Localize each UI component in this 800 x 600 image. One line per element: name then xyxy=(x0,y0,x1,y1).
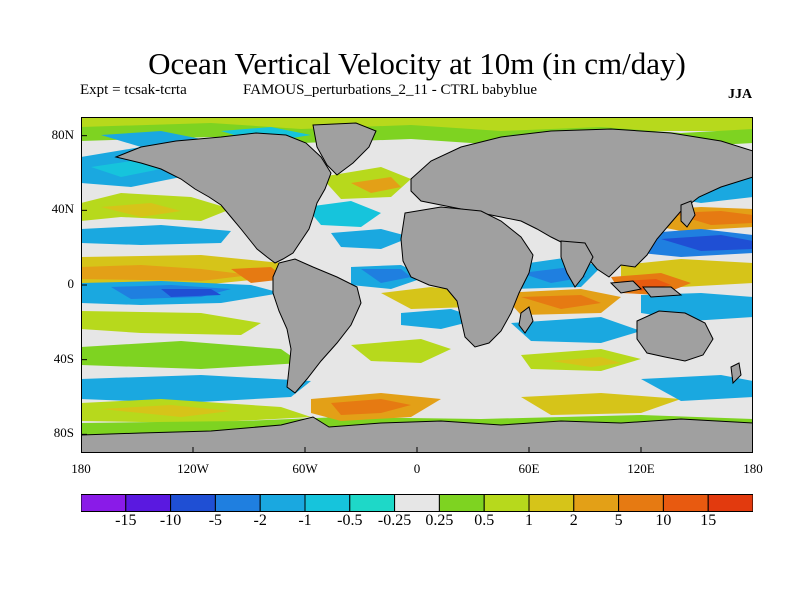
colorbar-box xyxy=(528,494,575,512)
lat-tick-label: 40N xyxy=(51,201,74,217)
colorbar-tick-label: 2 xyxy=(569,512,578,529)
lat-tick-label: 40S xyxy=(53,350,74,366)
colorbar-box xyxy=(214,494,261,512)
lon-tick-label: 0 xyxy=(413,461,421,476)
colorbar-tick-label: -15 xyxy=(115,512,137,529)
map-plot xyxy=(81,117,753,453)
colorbar-box xyxy=(170,494,216,512)
landmass-south-america xyxy=(272,258,362,394)
colorbar-tick-label: -10 xyxy=(159,512,182,529)
lon-tick-label: 180 xyxy=(71,461,91,476)
landmass-antarctica xyxy=(81,416,753,453)
landmass-africa xyxy=(400,206,534,348)
colorbar-box xyxy=(618,494,664,512)
colorbar-tick-label: -1 xyxy=(298,512,312,529)
lon-tick-label: 60W xyxy=(292,461,318,476)
colorbar-tick-label: 0.25 xyxy=(425,512,454,529)
lon-tick-label: 180 xyxy=(743,461,763,476)
landmass-greenland xyxy=(312,122,377,176)
lon-tick-label: 60E xyxy=(518,461,540,476)
colorbar-tick-label: 10 xyxy=(655,512,672,529)
colorbar-box xyxy=(573,494,620,512)
landmass-indonesia xyxy=(609,280,683,298)
experiment-label: Expt = tcsak-tcrta xyxy=(80,82,187,98)
lat-tick-label: 0 xyxy=(67,276,75,291)
colorbar-tick-label: 1 xyxy=(525,512,533,529)
colorbar-tick-label: -0.5 xyxy=(337,512,363,529)
colorbar-tick-label: 15 xyxy=(700,512,717,529)
colorbar-box xyxy=(662,494,709,512)
landmass-japan xyxy=(680,200,696,228)
colorbar-box xyxy=(125,494,172,512)
landmass-new-zealand xyxy=(730,362,742,385)
land-masses xyxy=(81,122,753,453)
landmass-australia xyxy=(636,310,714,362)
colorbar-tick-label: 5 xyxy=(614,512,623,529)
lat-tick-label: 80N xyxy=(51,126,74,142)
colorbar xyxy=(81,494,753,512)
colorbar-tick-label: -0.25 xyxy=(377,512,412,529)
landmass-india xyxy=(560,240,594,288)
colorbar-tick-label: -2 xyxy=(253,512,267,529)
colorbar-box xyxy=(81,494,127,512)
colorbar-tick-label: 0.5 xyxy=(474,512,495,529)
colorbar-box xyxy=(707,494,753,512)
colorbar-box xyxy=(483,494,530,512)
page-title: Ocean Vertical Velocity at 10m (in cm/da… xyxy=(148,46,686,81)
lat-tick-label: 80S xyxy=(53,425,74,441)
landmass-madagascar xyxy=(518,306,534,334)
colorbar-box xyxy=(349,494,396,512)
lon-tick-label: 120E xyxy=(627,461,655,476)
subtitle-label: FAMOUS_perturbations_2_11 - CTRL babyblu… xyxy=(243,82,538,98)
lon-tick-label: 120W xyxy=(177,461,209,476)
colorbar-box xyxy=(304,494,351,512)
colorbar-tick-label: -5 xyxy=(208,512,223,529)
landmass-north-america xyxy=(114,132,332,264)
season-label: JJA xyxy=(728,87,753,102)
colorbar-box xyxy=(438,494,485,512)
colorbar-box xyxy=(394,494,440,512)
colorbar-box xyxy=(259,494,306,512)
